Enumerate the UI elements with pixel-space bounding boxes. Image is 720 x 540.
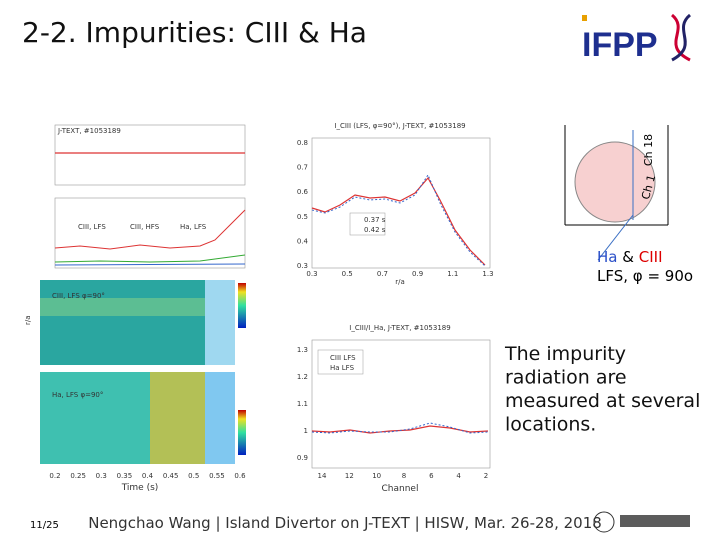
y-tick-label: 0.5 — [297, 213, 308, 221]
left-figure: J-TEXT, #1053189 CIII, LFS CIII, HFS Ha,… — [24, 124, 246, 493]
x-tick-label: 0.6 — [234, 472, 246, 480]
legend-entry: 0.42 s — [364, 226, 386, 234]
x-tick-label: 0.5 — [188, 472, 199, 480]
x-tick-label: 6 — [429, 472, 434, 480]
y-tick-label: 0.3 — [297, 262, 308, 270]
logo-text: IFPP — [582, 26, 658, 64]
x-tick-label: 12 — [345, 472, 354, 480]
x-tick-label: 14 — [318, 472, 327, 480]
y-tick-label: 1.2 — [297, 373, 308, 381]
legend-entry: CIII, HFS — [130, 223, 160, 231]
x-tick-label: 0.55 — [209, 472, 225, 480]
ratio-plot: I_CIII/I_Ha, J-TEXT, #1053189 CIII LFS H… — [297, 324, 491, 494]
x-label: Channel — [382, 484, 419, 494]
legend-entry: CIII LFS — [330, 354, 356, 362]
profile-plot: I_CIII (LFS, φ=90°), J-TEXT, #1053189 0.… — [297, 122, 494, 286]
body-text: measured at several — [505, 390, 700, 412]
caption-ciii: CIII — [639, 248, 663, 266]
x-tick-label: 10 — [372, 472, 381, 480]
body-text: The impurity — [504, 343, 626, 365]
y-tick-label: 0.7 — [297, 164, 308, 172]
caption-amp: & — [622, 248, 634, 266]
channel-label: Ch 18 — [642, 134, 655, 166]
caption: Ha & CIII — [597, 248, 663, 266]
plot-title: I_CIII (LFS, φ=90°), J-TEXT, #1053189 — [334, 122, 465, 130]
x-tick-label: 1.3 — [482, 270, 493, 278]
caption-ha: Ha — [597, 248, 617, 266]
plot-title: I_CIII/I_Ha, J-TEXT, #1053189 — [349, 324, 450, 332]
x-tick-label: 0.5 — [342, 270, 353, 278]
x-tick-label: 0.35 — [117, 472, 133, 480]
x-tick-label: 1.1 — [447, 270, 458, 278]
x-tick-label: 8 — [402, 472, 406, 480]
logo: IFPP — [582, 13, 692, 64]
x-tick-label: 0.3 — [96, 472, 107, 480]
panel-label: CIII, LFS φ=90° — [52, 292, 105, 300]
body-text: radiation are — [505, 367, 627, 389]
y-tick-label: 1.1 — [297, 400, 308, 408]
shot-label: J-TEXT, #1053189 — [57, 127, 121, 135]
channel-label: Ch 1 — [639, 173, 658, 201]
university-logo — [593, 511, 690, 533]
x-tick-label: 4 — [456, 472, 461, 480]
panel-label: Ha, LFS φ=90° — [52, 391, 103, 399]
caption: LFS, φ = 90o — [597, 267, 693, 285]
slide-title: 2-2. Impurities: CIII & Ha — [22, 16, 367, 49]
legend-entry: 0.37 s — [364, 216, 386, 224]
y-tick-label: 1.3 — [297, 346, 308, 354]
x-tick-label: 0.2 — [49, 472, 60, 480]
x-tick-label: 0.45 — [163, 472, 179, 480]
x-tick-label: 0.25 — [70, 472, 86, 480]
x-tick-label: 0.4 — [142, 472, 154, 480]
legend-entry: Ha LFS — [330, 364, 355, 372]
x-tick-label: 2 — [484, 472, 488, 480]
y-tick-label: 0.9 — [297, 454, 308, 462]
legend-entry: CIII, LFS — [78, 223, 106, 231]
y-tick-label: 0.4 — [297, 237, 309, 245]
x-tick-label: 0.9 — [412, 270, 423, 278]
y-tick-label: 0.8 — [297, 139, 308, 147]
y-tick-label: 1 — [304, 427, 308, 435]
page-number: 11/25 — [30, 520, 59, 531]
x-label: Time (s) — [121, 483, 159, 493]
port-diagram: Ch 18 Ch 1 Ha & CIII LFS, φ = 90o — [564, 125, 693, 285]
x-tick-label: 0.3 — [306, 270, 317, 278]
y-label: r/a — [24, 315, 32, 325]
body-text: locations. — [505, 414, 596, 436]
x-label: r/a — [395, 278, 405, 286]
footer-text: Nengchao Wang | Island Divertor on J-TEX… — [88, 514, 602, 532]
legend-entry: Ha, LFS — [180, 223, 207, 231]
y-tick-label: 0.6 — [297, 188, 309, 196]
x-tick-label: 0.7 — [377, 270, 388, 278]
